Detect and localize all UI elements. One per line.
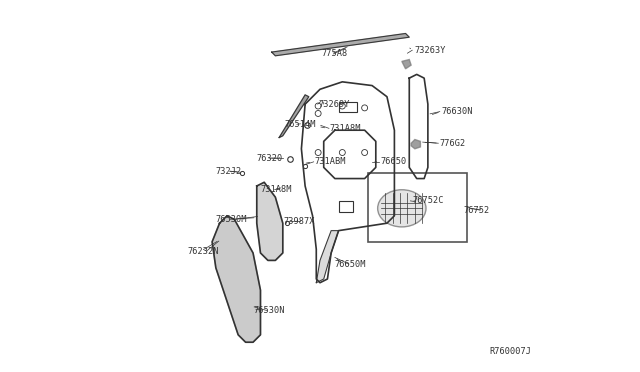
Text: 76514M: 76514M — [285, 120, 316, 129]
Text: 731A8M: 731A8M — [330, 124, 361, 133]
Text: 732J2: 732J2 — [216, 167, 242, 176]
Text: 73263Y: 73263Y — [415, 46, 446, 55]
Text: 776G2: 776G2 — [439, 139, 465, 148]
Text: R760007J: R760007J — [489, 347, 531, 356]
Text: 76320: 76320 — [257, 154, 283, 163]
Text: 775A8: 775A8 — [322, 49, 348, 58]
Polygon shape — [402, 60, 411, 69]
Text: 73987X: 73987X — [284, 217, 315, 226]
Polygon shape — [212, 216, 260, 342]
Text: 731A8M: 731A8M — [260, 185, 292, 194]
Ellipse shape — [378, 190, 426, 227]
Text: 731ABM: 731ABM — [314, 157, 346, 166]
Text: 76630N: 76630N — [441, 107, 473, 116]
Polygon shape — [257, 182, 283, 260]
Text: 73269Y: 73269Y — [318, 100, 349, 109]
Text: 76650: 76650 — [380, 157, 406, 166]
FancyBboxPatch shape — [369, 173, 467, 242]
Text: 76232N: 76232N — [188, 247, 220, 256]
Bar — [339, 201, 353, 212]
Text: 76530M: 76530M — [216, 215, 247, 224]
Polygon shape — [279, 95, 309, 138]
Polygon shape — [316, 231, 339, 283]
Text: 76752: 76752 — [463, 206, 490, 215]
Text: 76650M: 76650M — [335, 260, 366, 269]
Polygon shape — [411, 140, 420, 149]
Bar — [339, 102, 357, 112]
Text: 76530N: 76530N — [254, 306, 285, 315]
Text: 76752C: 76752C — [412, 196, 444, 205]
Polygon shape — [271, 33, 410, 56]
